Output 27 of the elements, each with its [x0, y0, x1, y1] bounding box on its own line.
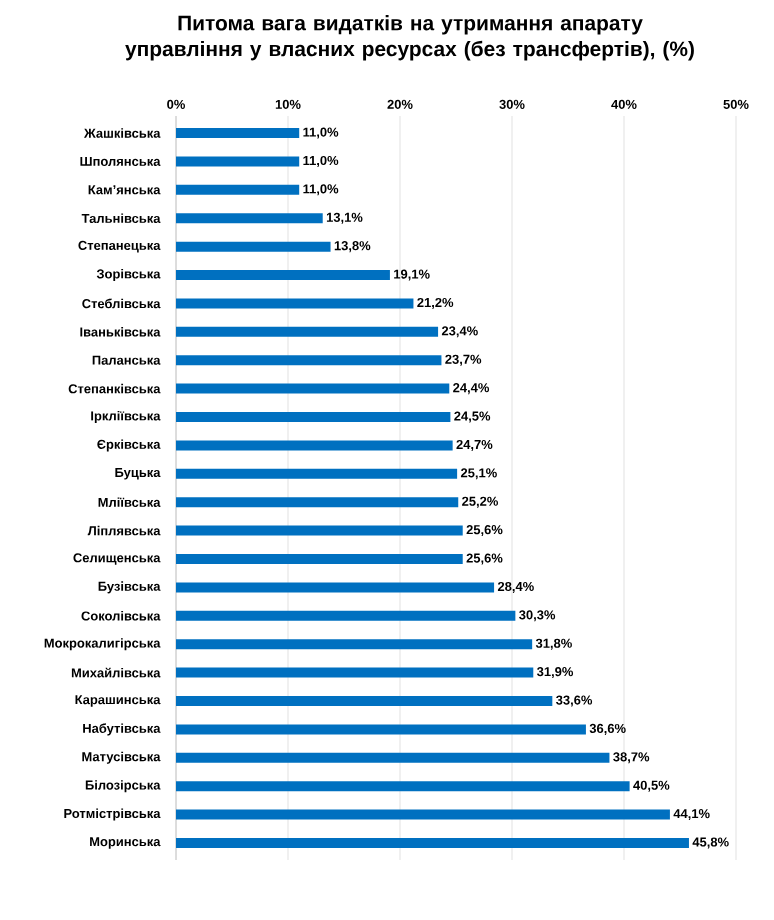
bar — [176, 752, 610, 763]
bar — [176, 781, 630, 792]
bar — [176, 383, 450, 394]
bar — [176, 213, 323, 224]
bar — [176, 695, 553, 706]
bar — [176, 298, 414, 309]
bar — [176, 440, 453, 451]
bar — [176, 525, 463, 536]
bar — [176, 582, 495, 593]
bar — [176, 639, 533, 650]
bar — [176, 724, 586, 735]
bar — [176, 468, 458, 479]
bar — [176, 184, 300, 195]
bar — [176, 610, 516, 621]
bar — [176, 497, 459, 508]
bar — [176, 241, 331, 252]
bar — [176, 355, 442, 366]
bar — [176, 156, 300, 167]
bar — [176, 412, 451, 423]
bar — [176, 326, 439, 337]
bar — [176, 667, 534, 678]
bar — [176, 128, 300, 139]
bar — [176, 270, 390, 281]
bar — [176, 809, 670, 820]
chart-title: Питома вага видатків на утримання апарату управління у власних ресурсах (без трансфертів), (%) — [125, 15, 694, 61]
bar — [176, 837, 689, 848]
bar — [176, 554, 463, 564]
